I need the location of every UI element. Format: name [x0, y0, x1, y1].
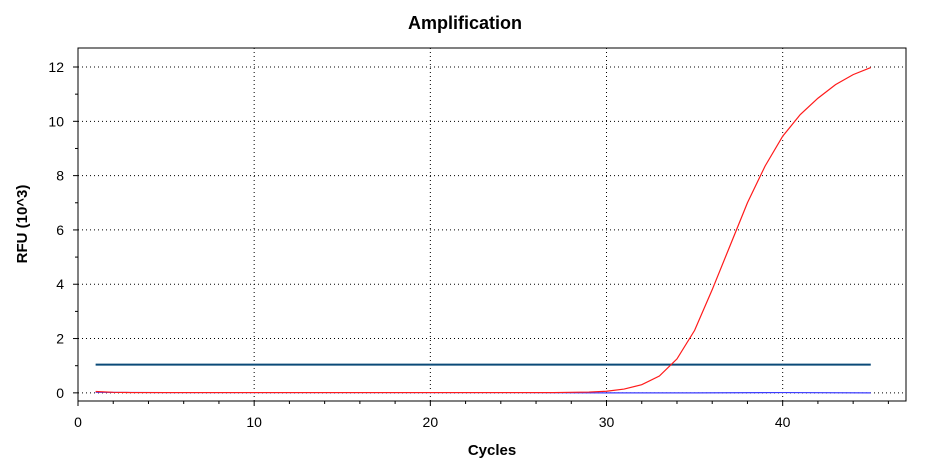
- chart-title: Amplification: [408, 13, 522, 33]
- x-tick-label: 0: [74, 414, 82, 430]
- y-tick-label: 4: [56, 276, 64, 292]
- y-tick-label: 2: [56, 331, 64, 347]
- x-tick-label: 10: [246, 414, 262, 430]
- y-tick-label: 0: [56, 385, 64, 401]
- x-axis-label: Cycles: [468, 442, 516, 459]
- y-tick-label: 6: [56, 222, 64, 238]
- series-line: [95, 66, 871, 394]
- x-tick-label: 20: [423, 414, 439, 430]
- grid-lines: [78, 48, 906, 401]
- x-tick-label: 40: [775, 414, 791, 430]
- y-axis-label: RFU (10^3): [14, 185, 31, 264]
- y-tick-label: 12: [48, 59, 64, 75]
- plot-frame: [77, 47, 907, 402]
- series-group: [95, 66, 871, 394]
- y-tick-label: 10: [48, 113, 64, 129]
- axis-ticks: 0 10 20 30 40 0 2 4 6 8 10 12: [48, 59, 889, 430]
- x-tick-label: 30: [599, 414, 615, 430]
- y-tick-label: 8: [56, 168, 64, 184]
